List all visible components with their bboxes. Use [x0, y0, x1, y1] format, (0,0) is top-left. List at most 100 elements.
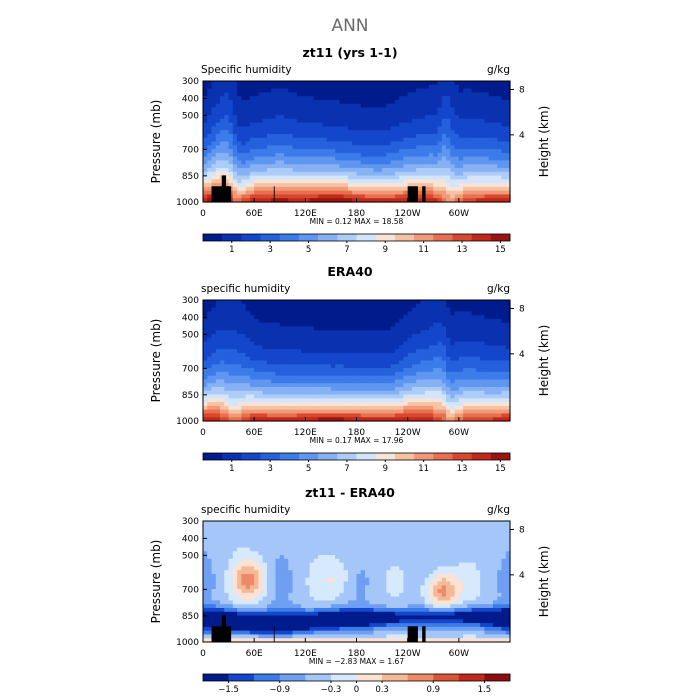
heatmap-cell [369, 84, 375, 90]
heatmap-cell [330, 88, 336, 93]
heatmap-cell [220, 111, 225, 116]
heatmap-cell [245, 149, 251, 154]
heatmap-cell [420, 379, 426, 384]
heatmap-cell [258, 122, 264, 127]
heatmap-cell [433, 118, 439, 124]
heatmap-cell [480, 175, 486, 180]
heatmap-cell [386, 360, 392, 365]
heatmap-cell [437, 164, 443, 169]
heatmap-cell [335, 179, 341, 184]
heatmap-cell [437, 190, 443, 196]
heatmap-cell [335, 81, 341, 86]
heatmap-cell [279, 194, 285, 199]
heatmap-cell [207, 183, 213, 188]
heatmap-cell [450, 186, 456, 192]
heatmap-cell [373, 413, 379, 418]
heatmap-cell [386, 88, 392, 93]
heatmap-cell [501, 352, 507, 358]
heatmap-cell [488, 183, 494, 188]
heatmap-cell [249, 303, 255, 309]
heatmap-cell [292, 334, 298, 339]
heatmap-cell [463, 115, 468, 120]
heatmap-cell [228, 528, 234, 533]
heatmap-cell [275, 390, 281, 396]
heatmap-cell [322, 92, 328, 97]
heatmap-cell [203, 137, 208, 143]
heatmap-cell [211, 368, 217, 373]
heatmap-cell [237, 122, 242, 127]
heatmap-cell [458, 186, 464, 192]
heatmap-cell [386, 175, 392, 180]
heatmap-cell [279, 326, 285, 331]
heatmap-cell [211, 160, 217, 165]
heatmap-cell [501, 300, 507, 305]
heatmap-cell [463, 334, 468, 339]
heatmap-cell [492, 84, 498, 90]
heatmap-cell [411, 345, 417, 350]
colorbar-frame [202, 452, 511, 461]
heatmap-cell [446, 171, 451, 177]
heatmap-cell [450, 386, 456, 392]
heatmap-cell [215, 398, 221, 403]
heatmap-cell [492, 194, 498, 199]
heatmap-cell [215, 334, 221, 339]
heatmap-cell [249, 371, 255, 377]
heatmap-cell [471, 186, 477, 192]
heatmap-cell [339, 379, 345, 384]
heatmap-cell [399, 352, 404, 358]
heatmap-cell [203, 379, 208, 384]
heatmap-cell [492, 118, 498, 124]
heatmap-cell [296, 175, 302, 180]
heatmap-cell [407, 390, 413, 396]
heatmap-cell [207, 592, 213, 598]
heatmap-cell [403, 141, 409, 146]
heatmap-cell [428, 118, 434, 124]
heatmap-cell [305, 405, 311, 411]
heatmap-cell [365, 126, 370, 131]
heatmap-cell [463, 360, 468, 365]
heatmap-cell [437, 111, 443, 116]
heatmap-cell [463, 81, 468, 86]
heatmap-cell [471, 88, 477, 93]
heatmap-cell [232, 122, 238, 127]
heatmap-cell [335, 322, 341, 328]
heatmap-cell [305, 156, 311, 162]
heatmap-cell [347, 349, 353, 354]
y2-axis-ticks: 84 [510, 304, 525, 360]
heatmap-cell [352, 368, 358, 373]
heatmap-cell [433, 334, 439, 339]
heatmap-cell [458, 130, 464, 135]
heatmap-cell [386, 349, 392, 354]
heatmap-cell [292, 360, 298, 365]
heatmap-cell [313, 167, 319, 173]
heatmap-cell [215, 521, 221, 526]
heatmap-cell [428, 126, 434, 131]
heatmap-cell [369, 107, 375, 112]
heatmap-cell [203, 528, 208, 533]
heatmap-cell [488, 88, 494, 93]
heatmap-cell [446, 322, 451, 328]
heatmap-cell [428, 103, 434, 109]
heatmap-cell [318, 364, 323, 369]
heatmap-cell [454, 379, 460, 384]
heatmap-cell [369, 145, 375, 150]
heatmap-cell [390, 96, 396, 101]
heatmap-cell [203, 330, 208, 335]
heatmap-cell [437, 318, 443, 324]
heatmap-cell [480, 107, 486, 112]
heatmap-cell [271, 315, 277, 320]
heatmap-cell [433, 179, 439, 184]
heatmap-cell [505, 405, 511, 411]
heatmap-cell [275, 398, 281, 403]
heatmap-cell [275, 111, 281, 116]
heatmap-cell [301, 115, 306, 120]
heatmap-cell [424, 345, 430, 350]
heatmap-cell [318, 390, 323, 396]
heatmap-cell [399, 398, 404, 403]
heatmap-cell [322, 379, 328, 384]
heatmap-cell [254, 417, 260, 422]
heatmap-cell [309, 375, 315, 381]
heatmap-cell [450, 379, 456, 384]
heatmap-cell [207, 619, 213, 624]
